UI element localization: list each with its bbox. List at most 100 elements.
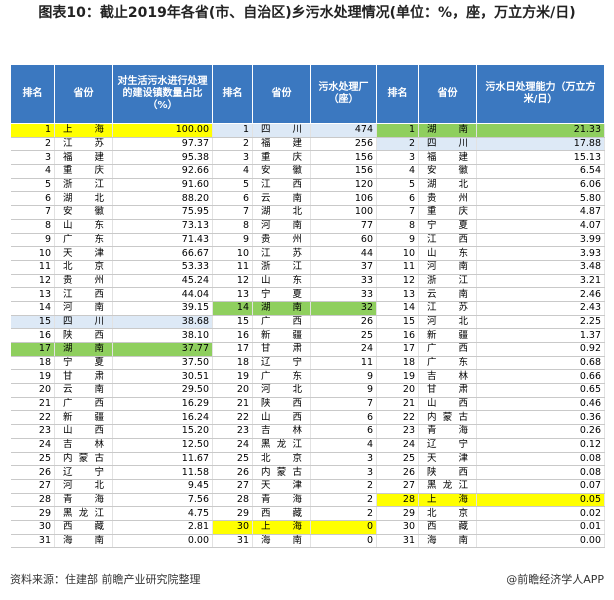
value-cell: 39.15 bbox=[112, 301, 213, 316]
rank-cell: 7 bbox=[212, 205, 253, 220]
province-cell: 江苏 bbox=[54, 137, 113, 152]
column-header: 排名 bbox=[10, 64, 55, 124]
rank-cell: 2 bbox=[10, 137, 55, 152]
province-cell: 内蒙古 bbox=[252, 465, 311, 480]
value-cell: 26 bbox=[310, 315, 377, 330]
province-cell: 浙江 bbox=[252, 260, 311, 275]
rank-cell: 18 bbox=[10, 356, 55, 371]
table-row: 3 福建 95.38 3 重庆 156 3 福建 15.13 bbox=[10, 150, 605, 166]
rank-cell: 19 bbox=[10, 369, 55, 385]
province-cell: 湖南 bbox=[54, 342, 113, 357]
value-cell: 1.37 bbox=[476, 328, 605, 343]
value-cell: 0.12 bbox=[476, 438, 605, 453]
rank-cell: 28 bbox=[376, 493, 419, 508]
province-cell: 吉林 bbox=[54, 438, 113, 453]
value-cell: 0.26 bbox=[476, 424, 605, 439]
rank-cell: 22 bbox=[10, 410, 55, 426]
rank-cell: 10 bbox=[10, 246, 55, 261]
value-cell: 2.43 bbox=[476, 301, 605, 316]
rank-cell: 26 bbox=[376, 465, 419, 480]
rank-cell: 3 bbox=[10, 150, 55, 166]
value-cell: 3.21 bbox=[476, 274, 605, 289]
province-cell: 黑龙江 bbox=[252, 438, 311, 453]
value-cell: 3.48 bbox=[476, 260, 605, 275]
province-cell: 上海 bbox=[418, 493, 477, 508]
value-cell: 11.58 bbox=[112, 465, 213, 480]
column-header: 省份 bbox=[54, 64, 113, 124]
province-cell: 辽宁 bbox=[54, 465, 113, 480]
value-cell: 44 bbox=[310, 246, 377, 261]
rank-cell: 21 bbox=[376, 397, 419, 412]
province-cell: 河北 bbox=[418, 315, 477, 330]
province-cell: 黑龙江 bbox=[418, 479, 477, 494]
rank-cell: 4 bbox=[10, 164, 55, 179]
rank-cell: 8 bbox=[376, 219, 419, 234]
rank-cell: 2 bbox=[376, 137, 419, 152]
table-row: 5 浙江 91.60 5 江西 120 5 湖北 6.06 bbox=[10, 178, 605, 193]
rank-cell: 20 bbox=[10, 383, 55, 398]
value-cell: 88.20 bbox=[112, 191, 213, 207]
rank-cell: 11 bbox=[10, 260, 55, 275]
value-cell: 3 bbox=[310, 465, 377, 480]
value-cell: 0.92 bbox=[476, 342, 605, 357]
value-cell: 3 bbox=[310, 452, 377, 467]
rank-cell: 27 bbox=[376, 479, 419, 494]
province-cell: 广东 bbox=[252, 369, 311, 385]
table-row: 19 甘肃 30.51 19 广东 9 19 吉林 0.66 bbox=[10, 369, 605, 385]
table-row: 29 黑龙江 4.75 29 西藏 2 29 北京 0.02 bbox=[10, 506, 605, 521]
province-cell: 湖北 bbox=[418, 178, 477, 193]
table-row: 17 湖南 37.77 17 甘肃 24 17 广西 0.92 bbox=[10, 342, 605, 357]
table-row: 12 贵州 45.24 12 山东 33 12 浙江 3.21 bbox=[10, 274, 605, 289]
table-row: 14 河南 39.15 14 湖南 32 14 江苏 2.43 bbox=[10, 301, 605, 316]
province-cell: 海南 bbox=[418, 534, 477, 549]
province-cell: 江西 bbox=[418, 233, 477, 248]
rank-cell: 1 bbox=[212, 123, 253, 138]
value-cell: 15.13 bbox=[476, 150, 605, 166]
rank-cell: 16 bbox=[10, 328, 55, 343]
rank-cell: 27 bbox=[10, 479, 55, 494]
rank-cell: 31 bbox=[376, 534, 419, 549]
value-cell: 7 bbox=[310, 397, 377, 412]
rank-cell: 3 bbox=[212, 150, 253, 166]
province-cell: 河北 bbox=[54, 479, 113, 494]
value-cell: 66.67 bbox=[112, 246, 213, 261]
value-cell: 0 bbox=[310, 534, 377, 549]
province-cell: 北京 bbox=[418, 506, 477, 521]
province-cell: 天津 bbox=[418, 452, 477, 467]
province-cell: 上海 bbox=[54, 123, 113, 138]
province-cell: 云南 bbox=[418, 287, 477, 302]
rank-cell: 25 bbox=[10, 452, 55, 467]
province-cell: 辽宁 bbox=[418, 438, 477, 453]
table-row: 30 西藏 2.81 30 上海 0 30 西藏 0.01 bbox=[10, 520, 605, 535]
rank-cell: 24 bbox=[376, 438, 419, 453]
rank-cell: 9 bbox=[212, 233, 253, 248]
rank-cell: 15 bbox=[212, 315, 253, 330]
table-row: 13 江西 44.04 13 宁夏 33 13 云南 2.46 bbox=[10, 287, 605, 302]
value-cell: 12.50 bbox=[112, 438, 213, 453]
table-row: 28 青海 7.56 28 青海 2 28 上海 0.05 bbox=[10, 493, 605, 508]
rank-cell: 4 bbox=[212, 164, 253, 179]
rank-cell: 12 bbox=[10, 274, 55, 289]
province-cell: 甘肃 bbox=[418, 383, 477, 398]
value-cell: 45.24 bbox=[112, 274, 213, 289]
value-cell: 0.36 bbox=[476, 410, 605, 426]
province-cell: 云南 bbox=[252, 191, 311, 207]
value-cell: 106 bbox=[310, 191, 377, 207]
table-row: 23 山西 15.20 23 吉林 6 23 青海 0.26 bbox=[10, 424, 605, 439]
value-cell: 53.33 bbox=[112, 260, 213, 275]
value-cell: 5.80 bbox=[476, 191, 605, 207]
table-row: 11 北京 53.33 11 浙江 37 11 河南 3.48 bbox=[10, 260, 605, 275]
province-cell: 吉林 bbox=[418, 369, 477, 385]
province-cell: 湖南 bbox=[418, 123, 477, 138]
rank-cell: 8 bbox=[212, 219, 253, 234]
rank-cell: 13 bbox=[212, 287, 253, 302]
rank-cell: 23 bbox=[10, 424, 55, 439]
province-cell: 重庆 bbox=[252, 150, 311, 166]
rank-cell: 28 bbox=[212, 493, 253, 508]
province-cell: 西藏 bbox=[418, 520, 477, 535]
province-cell: 宁夏 bbox=[54, 356, 113, 371]
province-cell: 山西 bbox=[252, 410, 311, 426]
province-cell: 浙江 bbox=[418, 274, 477, 289]
province-cell: 上海 bbox=[252, 520, 311, 535]
